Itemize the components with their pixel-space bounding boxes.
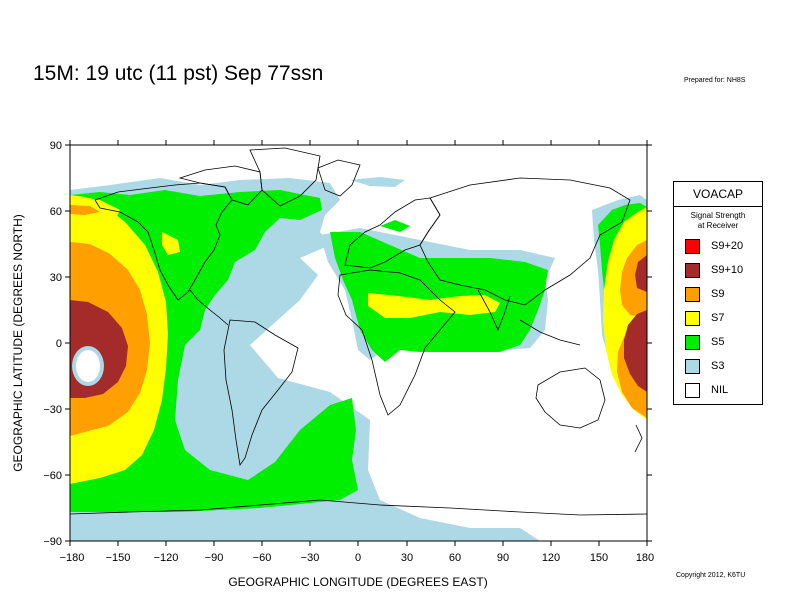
x-tick-label: −90	[205, 552, 224, 564]
x-tick-label: 90	[497, 552, 509, 564]
legend-swatch	[685, 238, 700, 254]
legend-item-s9: S9	[674, 282, 762, 306]
y-tick-label: 60	[50, 206, 62, 218]
x-tick-label: −180	[60, 552, 85, 564]
legend-item-label: S3	[711, 360, 725, 372]
legend-title: VOACAP	[674, 182, 762, 207]
x-tick-label: 30	[401, 552, 413, 564]
transmitter-zone	[76, 350, 100, 382]
x-tick-label: 0	[355, 552, 361, 564]
x-tick-label: 120	[542, 552, 560, 564]
legend-item-s9-20: S9+20	[674, 234, 762, 258]
legend-subtitle-line: at Receiver	[697, 221, 739, 230]
x-tick-marks	[69, 140, 648, 546]
coastlines	[70, 147, 647, 516]
legend-subtitle: Signal Strength at Receiver	[674, 211, 762, 231]
legend-subtitle-line: Signal Strength	[690, 211, 746, 220]
y-tick-label: 30	[50, 272, 62, 284]
legend-swatch	[685, 262, 700, 278]
y-tick-labels: 90 60 30 0 −30 −60 −90	[43, 140, 62, 548]
y-tick-label: −60	[43, 470, 62, 482]
x-tick-labels: −180 −150 −120 −90 −60 −30 0 30 60 90 12…	[60, 552, 655, 564]
x-tick-label: 180	[636, 552, 654, 564]
map-title: 15M: 19 utc (11 pst) Sep 77ssn	[33, 62, 324, 85]
x-tick-label: −30	[301, 552, 320, 564]
copyright-note: Copyright 2012, K6TU	[676, 572, 746, 579]
legend-swatch	[685, 334, 700, 350]
prepared-for-note: Prepared for: NH8S	[684, 77, 746, 84]
x-tick-label: −120	[154, 552, 179, 564]
legend-item-nil: NIL	[674, 378, 762, 402]
coverage-layers	[70, 145, 647, 541]
y-tick-label: −30	[43, 404, 62, 416]
y-tick-marks	[65, 144, 652, 542]
legend-item-s9-10: S9+10	[674, 258, 762, 282]
legend-swatch	[685, 382, 700, 398]
y-tick-label: 0	[56, 338, 62, 350]
legend-swatch	[685, 358, 700, 374]
legend-item-label: S9	[711, 288, 725, 300]
y-axis-label: GEOGRAPHIC LATITUDE (DEGREES NORTH)	[11, 214, 25, 472]
legend-swatch	[685, 286, 700, 302]
legend-item-s5: S5	[674, 330, 762, 354]
legend-item-label: S9+10	[711, 264, 744, 276]
x-axis-label: GEOGRAPHIC LONGITUDE (DEGREES EAST)	[228, 575, 488, 589]
legend-item-label: S7	[711, 312, 725, 324]
y-tick-label: −90	[43, 536, 62, 548]
legend-item-s7: S7	[674, 306, 762, 330]
x-tick-label: −150	[106, 552, 131, 564]
y-tick-label: 90	[50, 140, 62, 152]
legend-item-s3: S3	[674, 354, 762, 378]
legend-swatch	[685, 310, 700, 326]
legend-item-label: S5	[711, 336, 725, 348]
x-tick-label: 150	[590, 552, 608, 564]
legend-items: S9+20 S9+10 S9 S7 S5 S3 NIL	[674, 234, 762, 402]
legend: VOACAP Signal Strength at Receiver S9+20…	[673, 181, 763, 405]
legend-item-label: S9+20	[711, 240, 744, 252]
x-tick-label: 60	[449, 552, 461, 564]
legend-item-label: NIL	[711, 384, 729, 396]
x-tick-label: −60	[253, 552, 272, 564]
